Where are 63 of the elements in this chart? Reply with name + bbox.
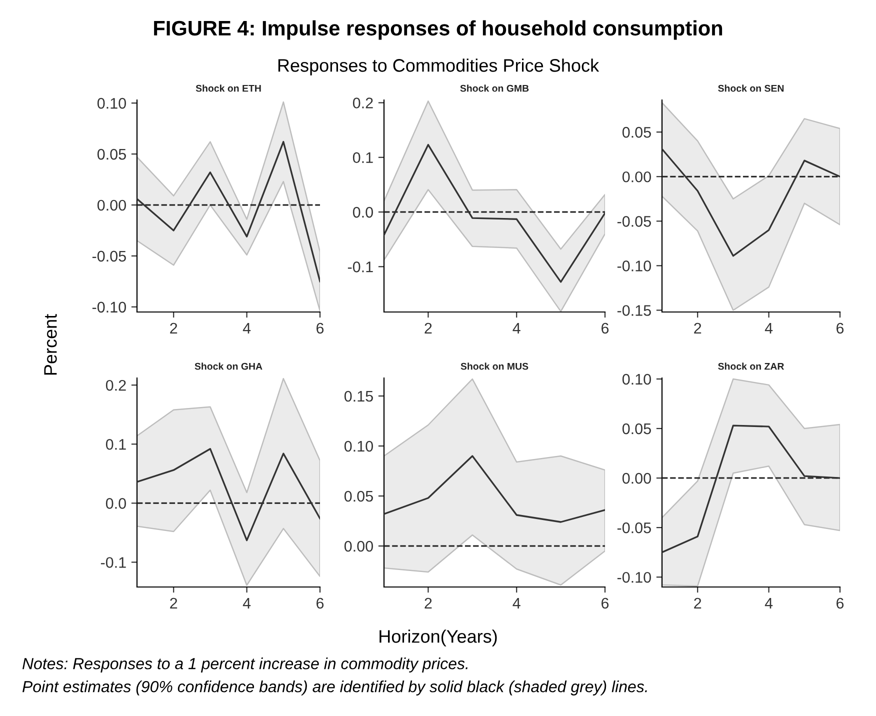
line-series [384,144,605,283]
y-tick-label: -0.15 [617,305,651,316]
y-tick-label: 0.2 [352,98,373,108]
x-axis-title: Horizon(Years) [380,630,497,646]
y-tick-label: -0.10 [92,302,126,313]
chart-title: Shock on MUS [460,362,528,370]
y-tick-label: 0.05 [622,126,651,138]
x-tick-label: 4 [764,598,773,608]
x-tick-label: 6 [836,322,844,334]
caption: FIGURE 4: Impulse responses of household consumption [154,20,722,40]
line-series [137,448,320,542]
text: Responses to Commodities Price Shock [278,58,600,76]
y-tick-label: -0.05 [617,216,651,227]
x-tick-label: 4 [242,598,251,608]
y-tick-label: 0.00 [344,540,373,552]
y-tick-label: 0.15 [344,390,373,402]
x-tick-label: 4 [512,322,520,334]
x-tick-label: 2 [694,598,702,608]
x-tick-label: 6 [316,598,324,609]
y-tick-label: 0.0 [352,206,373,218]
y-tick-label: -0.10 [617,260,651,272]
y-tick-label: 0.00 [622,472,651,484]
y-tick-label: 0.2 [106,380,126,391]
y-tick-label: 0.10 [622,374,651,385]
line-series [137,140,320,282]
chart-title: Shock on GMB [460,84,529,92]
chart-title: Shock on GHA [194,362,262,370]
y-tick-label: 0.05 [97,148,126,160]
x-tick-label: 4 [242,322,251,334]
y-tick-label: -0.1 [100,557,126,568]
line-series [662,424,840,554]
chart-title: Shock on SEN [718,84,784,92]
x-tick-label: 2 [170,322,178,334]
chart-title: Shock on ZAR [718,362,784,370]
y-tick-label: 0.00 [97,200,126,211]
y-axis-title: Percent [44,314,57,375]
line-series [384,455,605,523]
y-tick-label: 0.00 [622,171,651,182]
x-tick-label: 2 [170,598,178,608]
text: Notes: Responses to a 1 percent increase in commodity prices. [22,658,468,672]
x-tick-label: 2 [424,322,432,334]
y-tick-label: 0.05 [344,490,373,502]
y-tick-label: -0.05 [92,250,126,262]
y-tick-label: 0.1 [106,438,126,450]
x-tick-label: 6 [602,598,609,609]
y-tick-label: -0.10 [617,572,651,583]
x-tick-label: 6 [316,322,324,334]
y-tick-label: 0.10 [344,440,373,452]
x-tick-label: 6 [836,598,844,609]
y-tick-label: 0.1 [352,152,373,164]
chart-title: Shock on ETH [196,84,261,92]
x-tick-label: 2 [694,322,702,334]
y-tick-label: -0.1 [348,262,373,272]
x-tick-label: 4 [512,598,520,608]
x-tick-label: 4 [764,322,773,334]
line-series [662,148,840,257]
x-tick-label: 6 [602,322,609,334]
text: Point estimates (90% confidence bands) are identified by solid black (shaded grey) lines. [22,680,647,696]
x-tick-label: 2 [424,598,432,608]
y-tick-label: -0.05 [617,522,651,534]
y-tick-label: 0.10 [97,98,126,109]
y-tick-label: 0.0 [106,498,126,509]
y-tick-label: 0.05 [622,423,651,434]
